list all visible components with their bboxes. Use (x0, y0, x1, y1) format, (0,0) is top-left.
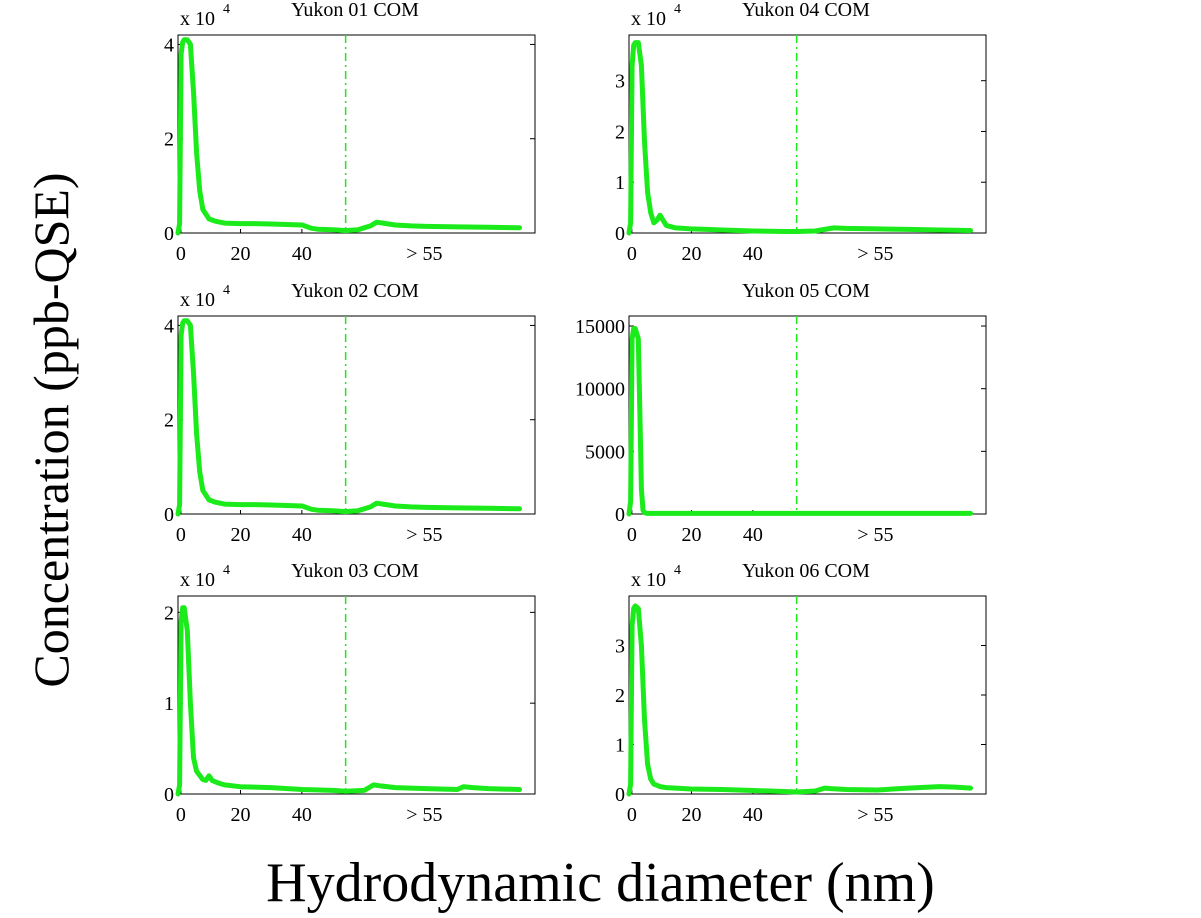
x-tick-label: > 55 (857, 804, 893, 826)
series-line (626, 40, 973, 236)
axes-box (177, 34, 536, 234)
series-line (626, 603, 973, 797)
y-tick-label: 2 (615, 121, 625, 143)
x-tick-label: 20 (230, 524, 250, 546)
panel-title: Yukon 02 COM (291, 280, 419, 302)
y-tick-label: 0 (615, 784, 625, 806)
panel-4: 0 5000 10000 15000 0 20 40 > 55 Yukon 05 COM (575, 280, 987, 546)
x-tick-label: 40 (743, 524, 763, 546)
axis-exponent-label: x 10 (180, 569, 215, 591)
axis-exponent: 4 (674, 563, 681, 578)
x-tick-label: 40 (292, 804, 312, 826)
panel-title: Yukon 04 COM (742, 0, 870, 21)
panel-6: 0 1 2 3 0 20 40 > 55 Yukon 06 COM x 10 4 (615, 560, 987, 826)
x-tick-label: 0 (176, 243, 186, 265)
axis-exponent: 4 (223, 283, 230, 298)
y-tick-label: 3 (615, 71, 625, 93)
axis-exponent: 4 (223, 563, 230, 578)
axis-exponent: 4 (674, 2, 681, 17)
x-tick-label: 40 (292, 524, 312, 546)
y-tick-label: 1 (615, 735, 625, 757)
y-tick-label: 2 (615, 685, 625, 707)
axes-box (177, 595, 536, 795)
y-tick-label: 2 (164, 129, 174, 151)
panel-2: 0 1 2 3 0 20 40 > 55 Yukon 04 COM x 10 4 (615, 0, 987, 265)
panel-title: Yukon 06 COM (742, 560, 870, 582)
y-tick-label: 10000 (575, 379, 625, 401)
y-tick-label: 4 (164, 315, 174, 337)
figure-y-axis-label-text: Concentration (ppb-QSE) (23, 172, 79, 687)
y-tick-label: 0 (615, 504, 625, 526)
x-tick-label: 40 (743, 804, 763, 826)
x-tick-label: 0 (627, 804, 637, 826)
y-tick-label: 2 (164, 410, 174, 432)
series-line (626, 326, 973, 517)
x-tick-label: 20 (681, 804, 701, 826)
y-tick-label: 0 (164, 223, 174, 245)
x-tick-label: > 55 (857, 524, 893, 546)
x-tick-label: 40 (743, 243, 763, 265)
series-line (175, 605, 522, 797)
y-tick-label: 0 (164, 504, 174, 526)
axes-box (628, 34, 987, 234)
axis-exponent-label: x 10 (631, 569, 666, 591)
y-tick-label: 1 (164, 693, 174, 715)
series-line (175, 318, 522, 517)
x-tick-label: 0 (176, 804, 186, 826)
y-tick-label: 0 (615, 223, 625, 245)
x-tick-label: 20 (681, 524, 701, 546)
x-tick-label: 20 (681, 243, 701, 265)
axis-exponent-label: x 10 (631, 8, 666, 30)
panel-title: Yukon 03 COM (291, 560, 419, 582)
x-tick-label: > 55 (857, 243, 893, 265)
panel-title: Yukon 05 COM (742, 280, 870, 302)
x-tick-label: > 55 (406, 243, 442, 265)
figure-y-axis-label: Concentration (ppb-QSE) (23, 172, 79, 687)
x-tick-label: > 55 (406, 524, 442, 546)
y-tick-label: 4 (164, 34, 174, 56)
x-tick-label: 20 (230, 804, 250, 826)
axis-exponent-label: x 10 (180, 289, 215, 311)
axis-exponent: 4 (223, 2, 230, 17)
x-tick-label: 0 (627, 524, 637, 546)
x-tick-label: 20 (230, 243, 250, 265)
y-tick-label: 1 (615, 172, 625, 194)
x-tick-label: 0 (627, 243, 637, 265)
figure-x-axis-label: Hydrodynamic diameter (nm) (266, 852, 935, 914)
axis-exponent-label: x 10 (180, 8, 215, 30)
axes-box (177, 315, 536, 515)
y-tick-label: 5000 (585, 441, 625, 463)
y-tick-label: 2 (164, 602, 174, 624)
y-tick-label: 3 (615, 636, 625, 658)
x-tick-label: 0 (176, 524, 186, 546)
y-tick-label: 15000 (575, 316, 625, 338)
axes-box (628, 595, 987, 795)
x-tick-label: 40 (292, 243, 312, 265)
series-line (175, 37, 522, 236)
y-tick-label: 0 (164, 784, 174, 806)
x-tick-label: > 55 (406, 804, 442, 826)
panel-title: Yukon 01 COM (291, 0, 419, 21)
axes-box (628, 315, 987, 515)
